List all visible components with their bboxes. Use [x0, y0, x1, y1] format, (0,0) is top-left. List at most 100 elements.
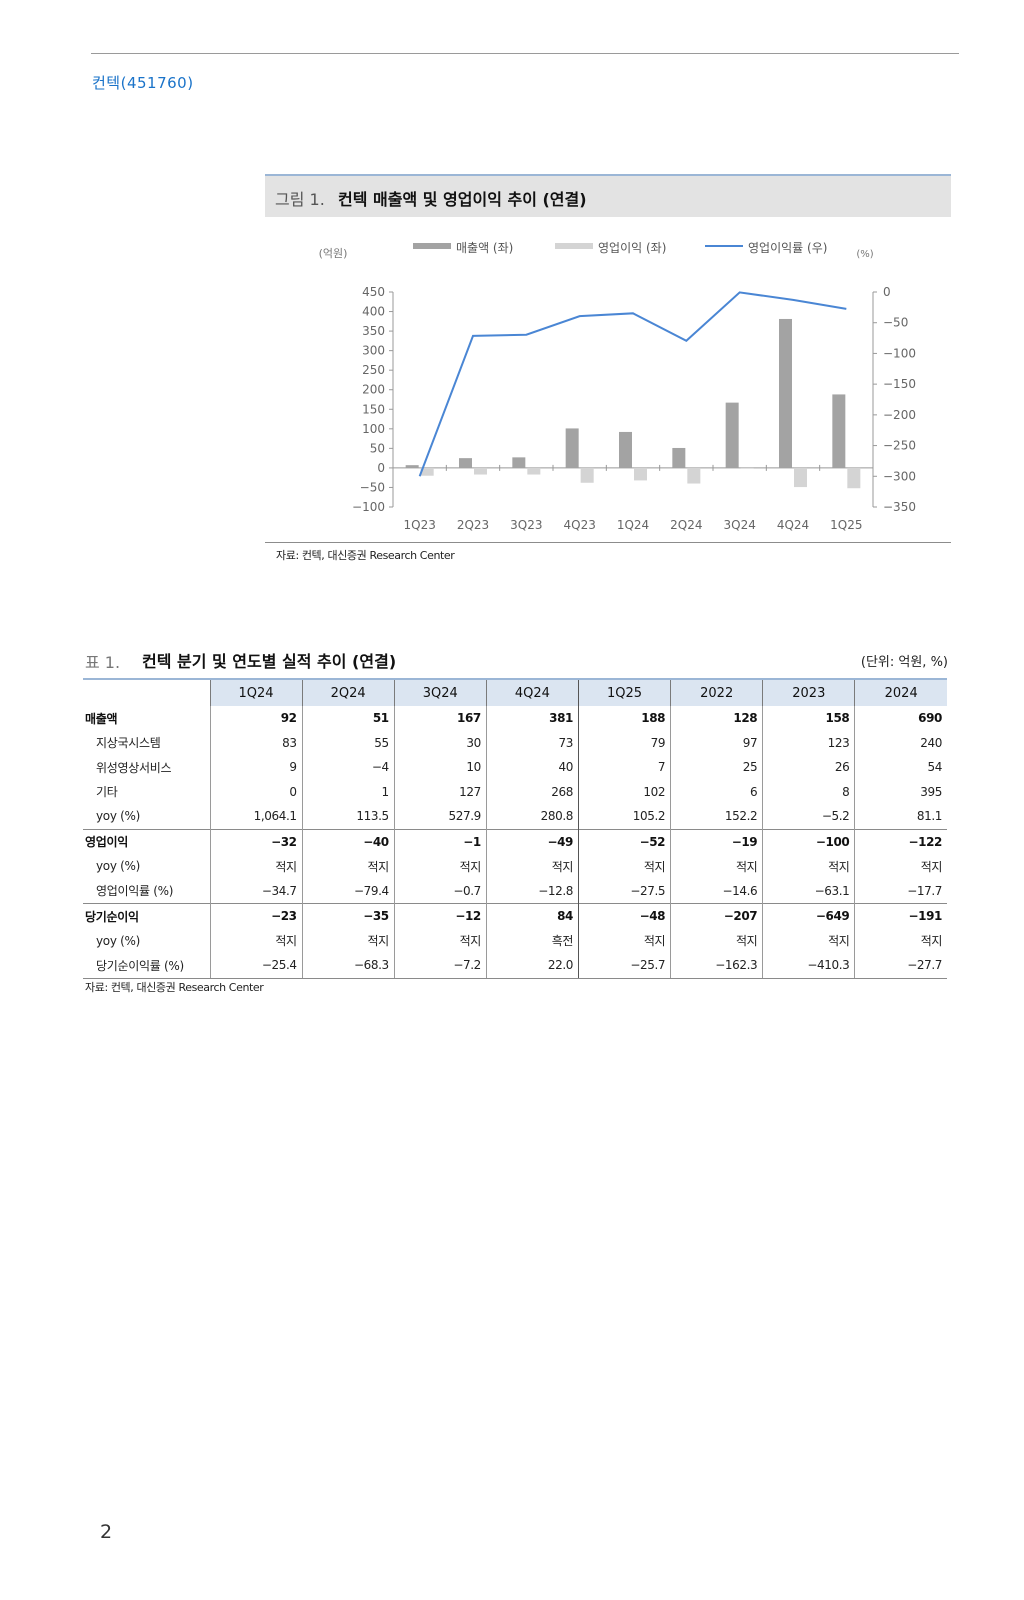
table-cell: −191 [854, 903, 947, 929]
table-cell: 73 [485, 730, 579, 755]
table-cell: 81.1 [854, 804, 947, 829]
category-label: 1Q24 [617, 518, 649, 532]
col-header: 3Q24 [393, 678, 487, 706]
figure-bottom-rule [265, 542, 951, 543]
revenue-bar [779, 318, 792, 468]
revenue-bar [832, 394, 846, 468]
table-cell: 1 [301, 779, 395, 804]
col-header: 2Q24 [301, 678, 395, 706]
left-tick-label: 100 [362, 422, 385, 436]
operating-profit-bar [687, 467, 701, 484]
table-cell: 84 [485, 903, 579, 929]
table-cell: −68.3 [301, 953, 395, 979]
right-tick-label: −100 [883, 346, 916, 360]
table-cell: −12.8 [485, 878, 579, 904]
left-tick-label: 450 [362, 285, 385, 299]
revenue-bar [405, 465, 419, 468]
table-cell: 395 [854, 779, 947, 804]
table-cell: 적지 [485, 854, 579, 879]
row-label: 영업이익률 (%) [96, 884, 174, 899]
operating-profit-bar [847, 467, 861, 489]
row-label: 당기순이익률 (%) [83, 953, 210, 979]
table-cell: 적지 [854, 928, 947, 953]
table-cell: −23 [209, 903, 303, 929]
table-cell: 54 [854, 755, 947, 780]
table-cell: 8 [762, 779, 855, 804]
table-cell: 113.5 [301, 804, 395, 829]
revenue-bar [725, 402, 739, 468]
table-source: 자료: 컨텍, 대신증권 Research Center [85, 981, 264, 994]
table-cell: 9 [209, 755, 303, 780]
table-cell: 97 [670, 730, 763, 755]
left-tick-label: 400 [362, 305, 385, 319]
table-cell: −4 [301, 755, 395, 780]
table-cell: 381 [485, 706, 579, 731]
table-cell: 적지 [209, 854, 303, 879]
table-cell: 적지 [393, 854, 487, 879]
table-row: 지상국시스템 83 55 30 73 79 97 123 240 [83, 730, 947, 755]
table-cell: −649 [762, 903, 855, 929]
legend-op-swatch [555, 243, 593, 249]
table-cell: 79 [577, 730, 671, 755]
table-cell: 268 [485, 779, 579, 804]
left-axis-unit: (억원) [319, 247, 348, 260]
table-cell: −100 [762, 828, 855, 854]
table-cell: 527.9 [393, 804, 487, 829]
left-tick-label: 300 [362, 344, 385, 358]
table-cell: 128 [670, 706, 763, 731]
operating-margin-line [418, 291, 847, 477]
revenue-op-chart: −100 −50 0 50 100 150 200 250 300 350 400 450 −350 −3… [319, 241, 916, 532]
operating-profit-bar [527, 467, 541, 475]
table-cell: −1 [393, 828, 487, 854]
table-row: yoy (%) 1,064.1 113.5 527.9 280.8 105.2 152.2−… [83, 804, 947, 829]
category-label: 4Q24 [777, 518, 809, 532]
table-cell: 25 [670, 755, 763, 780]
table-cell: 240 [854, 730, 947, 755]
revenue-bar [619, 431, 632, 468]
row-label: yoy (%) [96, 933, 141, 948]
table-cell: −17.7 [854, 878, 947, 904]
table-cell: −122 [854, 828, 947, 854]
table-cell: 22.0 [485, 953, 579, 979]
table-title: 컨텍 분기 및 연도별 실적 추이 (연결) [142, 652, 397, 671]
table-cell: −0.7 [393, 878, 487, 904]
table-cell: 흑전 [485, 928, 579, 953]
left-tick-label: 200 [362, 383, 385, 397]
right-tick-label: −350 [883, 500, 916, 514]
category-label: 1Q25 [830, 518, 862, 532]
table-cell: −48 [577, 903, 671, 929]
row-label: 영업이익 [83, 828, 210, 854]
right-tick-label: 0 [883, 285, 891, 299]
table-cell: −27.5 [577, 878, 671, 904]
page-number: 2 [100, 1521, 113, 1543]
table-cell: 30 [393, 730, 487, 755]
table-cell: −25.4 [209, 953, 303, 979]
revenue-bar [565, 428, 579, 468]
revenue-bar [459, 458, 472, 468]
legend-op-label: 영업이익 (좌) [598, 241, 666, 255]
table-cell: 26 [762, 755, 855, 780]
left-tick-label: −50 [360, 480, 385, 494]
table-row: 당기순이익률 (%) −25.4 −68.3 −7.2 22.0 −25.7 −162.3−… [83, 953, 947, 979]
table-cell: 127 [393, 779, 487, 804]
right-tick-label: −150 [883, 377, 916, 391]
table-cell: 적지 [301, 928, 395, 953]
company-name: 컨텍(451760) [92, 74, 194, 92]
table-cell: 152.2 [670, 804, 763, 829]
figure-title: 컨텍 매출액 및 영업이익 추이 (연결) [338, 190, 587, 209]
table-row: yoy (%) 적지 적지 적지 적지 적지 적지 적지 적지 [83, 854, 947, 879]
table-cell: −410.3 [762, 953, 855, 979]
right-tick-label: −200 [883, 408, 916, 422]
table-cell: 0 [209, 779, 303, 804]
header-blank [83, 678, 210, 706]
row-label: 매출액 [85, 711, 118, 726]
table-cell: 280.8 [485, 804, 579, 829]
left-tick-label: 250 [362, 363, 385, 377]
row-label: 기타 [96, 785, 118, 800]
row-label: 지상국시스템 [96, 736, 161, 751]
table-cell: −25.7 [577, 953, 671, 979]
table-cell: 적지 [762, 854, 855, 879]
table-cell: 적지 [209, 928, 303, 953]
performance-table: 1Q24 2Q24 3Q24 4Q24 1Q25 2022 2023 2024 … [83, 678, 947, 979]
figure-title-bar: 그림 1. 컨텍 매출액 및 영업이익 추이 (연결) [265, 174, 951, 217]
